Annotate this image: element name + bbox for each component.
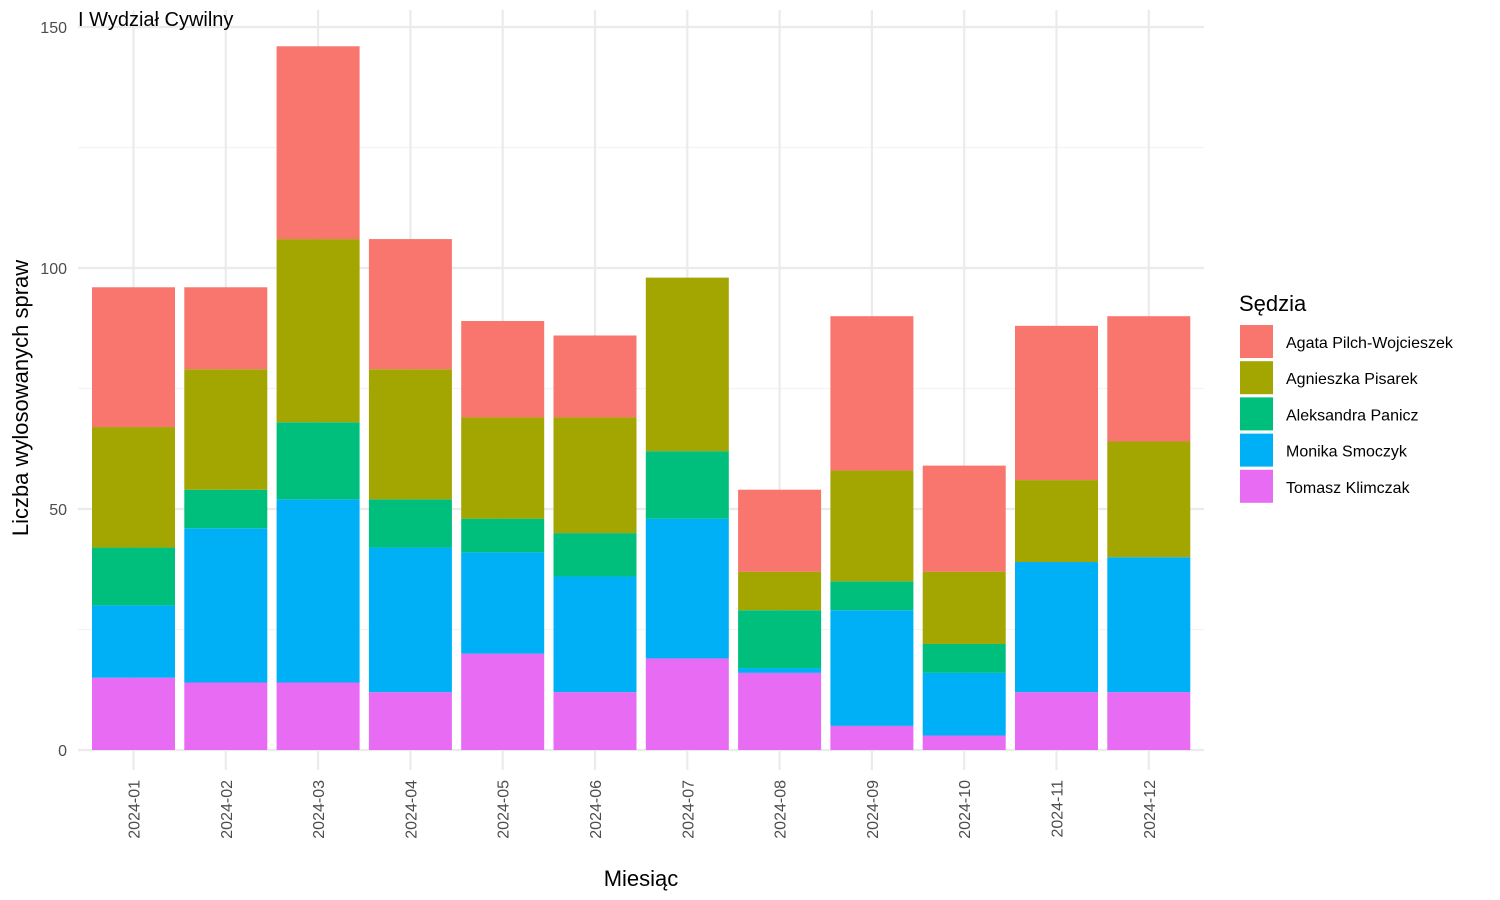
bar-segment xyxy=(368,692,452,750)
x-tick-label: 2024-10 xyxy=(957,780,974,839)
x-tick-label: 2024-02 xyxy=(219,780,236,839)
bar-segment xyxy=(645,277,729,452)
bar-segment xyxy=(92,605,175,678)
legend-key xyxy=(1240,469,1273,503)
bar-segment xyxy=(461,552,545,654)
x-tick-label: 2024-01 xyxy=(127,780,144,839)
bar-segment xyxy=(830,581,914,611)
bar-segment xyxy=(1107,557,1191,693)
y-tick-label: 100 xyxy=(40,261,67,278)
x-axis-title: Miesiąc xyxy=(604,866,679,891)
bar-segment xyxy=(830,316,914,471)
x-tick-label: 2024-04 xyxy=(403,780,420,839)
x-tick-label: 2024-11 xyxy=(1050,780,1067,838)
legend-key xyxy=(1240,433,1273,467)
bar-segment xyxy=(368,547,452,693)
bar-segment xyxy=(184,489,268,529)
bar-segment xyxy=(738,668,822,673)
bar-segment xyxy=(922,571,1006,644)
x-tick-label: 2024-07 xyxy=(680,780,697,839)
legend-label: Aleksandra Panicz xyxy=(1286,407,1419,424)
y-tick-label: 0 xyxy=(58,743,67,760)
bar-segment xyxy=(276,682,360,750)
bar-segment xyxy=(276,422,360,500)
x-tick-label: 2024-03 xyxy=(311,780,328,839)
legend-key xyxy=(1240,325,1273,358)
x-tick-label: 2024-09 xyxy=(865,780,882,839)
bar-segment xyxy=(553,533,637,577)
bar-segment xyxy=(553,576,637,693)
bar-segment xyxy=(461,417,545,519)
bar-segment xyxy=(1015,692,1098,750)
legend-label: Tomasz Klimczak xyxy=(1286,480,1411,497)
bar-segment xyxy=(461,321,545,418)
bar-segment xyxy=(1015,325,1098,481)
x-tick-label: 2024-08 xyxy=(773,780,790,839)
bar-segment xyxy=(184,682,268,750)
x-tick-label: 2024-06 xyxy=(588,780,605,839)
bar-segment xyxy=(184,369,268,490)
bar-segment xyxy=(553,335,637,418)
bar-segment xyxy=(645,658,729,750)
bar-segment xyxy=(922,735,1006,750)
bar-segment xyxy=(276,239,360,423)
bar-segment xyxy=(276,46,360,240)
legend-label: Agata Pilch-Wojcieszek xyxy=(1286,335,1454,352)
bar-segment xyxy=(1107,316,1191,442)
y-tick-label: 150 xyxy=(40,20,67,37)
chart-title: I Wydział Cywilny xyxy=(78,9,233,31)
bar-segment xyxy=(92,547,175,606)
y-tick-label: 50 xyxy=(49,502,67,519)
bar-segment xyxy=(922,465,1006,572)
bar-segment xyxy=(368,369,452,500)
bar-segment xyxy=(738,672,822,750)
x-tick-label: 2024-12 xyxy=(1142,780,1159,839)
legend-key xyxy=(1240,397,1273,431)
bar-segment xyxy=(1015,562,1098,693)
x-tick-label: 2024-05 xyxy=(496,780,513,839)
bar-segment xyxy=(738,489,822,572)
bar-segment xyxy=(461,518,545,553)
bar-segment xyxy=(645,518,729,659)
legend-label: Agnieszka Pisarek xyxy=(1286,371,1419,388)
bar-segment xyxy=(830,725,914,750)
legend-key xyxy=(1240,361,1273,395)
legend-title: Sędzia xyxy=(1239,291,1307,316)
bar-segment xyxy=(184,528,268,683)
bar-segment xyxy=(738,610,822,669)
bar-segment xyxy=(553,692,637,750)
legend: Sędzia Agata Pilch-Wojcieszek Agnieszka P… xyxy=(1239,291,1454,503)
bar-segment xyxy=(276,499,360,683)
bar-segment xyxy=(1107,441,1191,558)
bar-segment xyxy=(368,499,452,548)
y-axis-title: Liczba wylosowanych spraw xyxy=(8,260,33,536)
bar-segment xyxy=(368,239,452,370)
bar-segment xyxy=(92,427,175,548)
bar-segment xyxy=(922,643,1006,673)
bar-segment xyxy=(922,672,1006,736)
bar-segment xyxy=(645,451,729,519)
bar-segment xyxy=(1015,480,1098,563)
bar-segment xyxy=(92,287,175,428)
bar-segment xyxy=(553,417,637,534)
bar-segment xyxy=(461,653,545,750)
legend-label: Monika Smoczyk xyxy=(1286,444,1408,461)
y-axis-ticks: 0 50 100 150 xyxy=(40,20,67,760)
x-axis-ticks: 2024-01 2024-02 2024-03 2024-04 2024-05 2024-… xyxy=(127,780,1159,839)
bar-segment xyxy=(1107,692,1191,750)
bar-segment xyxy=(738,571,822,611)
bar-segment xyxy=(830,610,914,726)
bars xyxy=(92,46,1191,750)
bar-segment xyxy=(92,677,175,750)
bar-segment xyxy=(830,470,914,582)
bar-segment xyxy=(184,287,268,370)
